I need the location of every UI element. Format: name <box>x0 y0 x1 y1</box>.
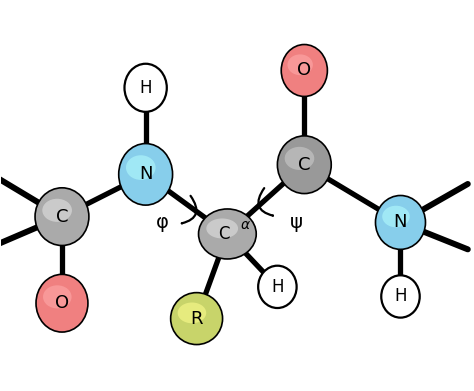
Text: $\mathregular{C}$: $\mathregular{C}$ <box>218 225 231 243</box>
Ellipse shape <box>206 219 238 239</box>
Text: O: O <box>55 294 69 312</box>
Ellipse shape <box>43 285 72 308</box>
Text: φ: φ <box>155 213 168 232</box>
Ellipse shape <box>375 196 426 249</box>
Ellipse shape <box>42 199 72 222</box>
FancyArrowPatch shape <box>258 188 273 216</box>
Text: N: N <box>394 213 407 231</box>
Ellipse shape <box>178 303 206 323</box>
Ellipse shape <box>277 136 331 194</box>
Text: C: C <box>56 208 68 226</box>
Ellipse shape <box>281 45 328 97</box>
Text: H: H <box>139 79 152 97</box>
Text: H: H <box>271 278 283 296</box>
Text: $\alpha$: $\alpha$ <box>240 218 251 232</box>
Ellipse shape <box>382 206 410 227</box>
Ellipse shape <box>258 266 297 308</box>
Ellipse shape <box>171 292 223 344</box>
Text: O: O <box>297 61 311 79</box>
Text: R: R <box>191 310 203 328</box>
Text: N: N <box>139 165 152 183</box>
Ellipse shape <box>125 64 167 112</box>
Text: H: H <box>394 287 407 305</box>
Ellipse shape <box>126 155 155 180</box>
Ellipse shape <box>199 209 256 259</box>
Ellipse shape <box>285 147 314 170</box>
Text: C: C <box>298 156 310 174</box>
Ellipse shape <box>36 274 88 332</box>
Ellipse shape <box>35 188 89 246</box>
FancyArrowPatch shape <box>182 196 196 223</box>
Ellipse shape <box>118 143 173 205</box>
Text: ψ: ψ <box>290 213 303 232</box>
Ellipse shape <box>381 275 419 317</box>
Ellipse shape <box>287 54 313 75</box>
